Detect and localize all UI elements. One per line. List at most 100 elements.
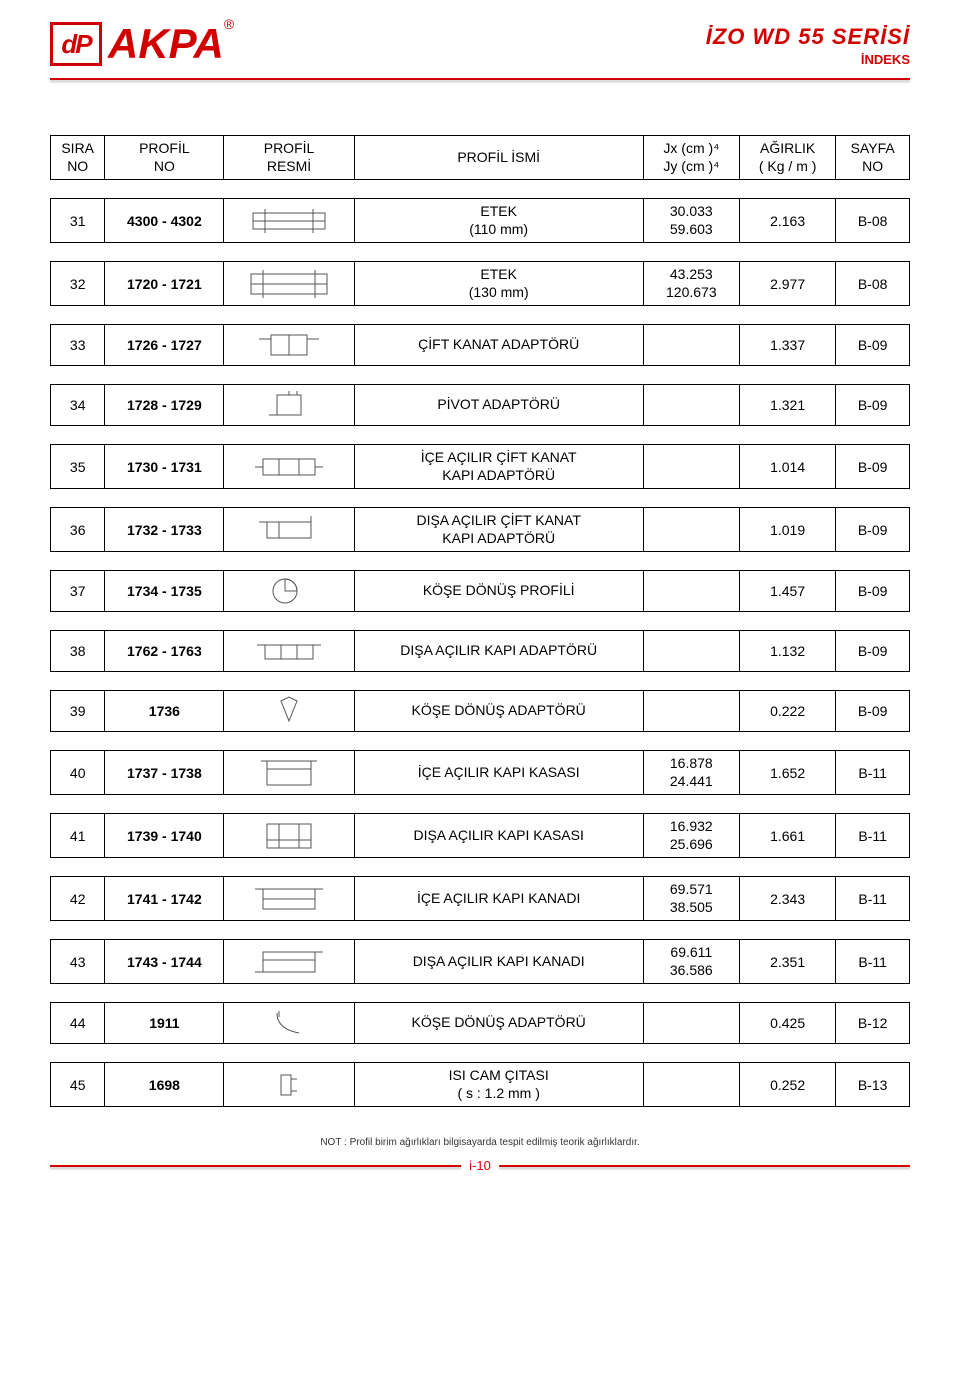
cell-sira: 41 [51,814,105,858]
table-row: 391736KÖŞE DÖNÜŞ ADAPTÖRÜ0.222B-09 [51,691,910,732]
cell-profil-no: 1728 - 1729 [105,385,224,426]
cell-jx-jy [643,445,739,489]
col-jx-label: Jx (cm )⁴Jy (cm )⁴ [663,140,719,174]
profile-index-table: SIRANO PROFİLNO PROFİLRESMİ PROFİL İSMİ … [50,135,910,1107]
cell-agirlik: 1.019 [739,508,835,552]
col-ismi: PROFİL İSMİ [354,136,643,180]
cell-profil-ismi: PİVOT ADAPTÖRÜ [354,385,643,426]
cell-agirlik: 2.163 [739,199,835,243]
cell-agirlik: 0.222 [739,691,835,732]
table-body: 314300 - 4302ETEK(110 mm)30.03359.6032.1… [51,180,910,1107]
cell-sayfa: B-09 [836,445,910,489]
cell-sira: 42 [51,877,105,921]
profile-thumb-icon [249,575,329,607]
cell-sayfa: B-12 [836,1003,910,1044]
cell-agirlik: 1.132 [739,631,835,672]
cell-jx-jy: 43.253120.673 [643,262,739,306]
cell-sayfa: B-08 [836,262,910,306]
cell-profil-no: 1736 [105,691,224,732]
cell-sira: 39 [51,691,105,732]
cell-profil-no: 1726 - 1727 [105,325,224,366]
cell-sira: 40 [51,751,105,795]
row-spacer [51,795,910,814]
page: dP AKPA® İZO WD 55 SERİSİ İNDEKS SIRANO … [0,0,960,1178]
cell-sira: 33 [51,325,105,366]
cell-jx-jy [643,1063,739,1107]
row-spacer [51,612,910,631]
table-row: 341728 - 1729PİVOT ADAPTÖRÜ1.321B-09 [51,385,910,426]
cell-jx-jy: 16.87824.441 [643,751,739,795]
page-header: dP AKPA® İZO WD 55 SERİSİ İNDEKS [50,20,910,76]
col-profil: PROFİLNO [105,136,224,180]
cell-profil-ismi: KÖŞE DÖNÜŞ ADAPTÖRÜ [354,1003,643,1044]
col-sira: SIRANO [51,136,105,180]
table-row: 321720 - 1721ETEK(130 mm)43.253120.6732.… [51,262,910,306]
cell-profil-resmi [224,751,354,795]
profile-thumb-icon [249,1069,329,1101]
profile-thumb-icon [249,946,329,978]
cell-sira: 31 [51,199,105,243]
cell-sira: 45 [51,1063,105,1107]
logo-icon: dP [50,22,102,66]
profile-thumb-icon [249,329,329,361]
profile-thumb-icon [249,635,329,667]
cell-jx-jy [643,571,739,612]
cell-profil-resmi [224,385,354,426]
cell-sira: 34 [51,385,105,426]
table-row: 451698ISI CAM ÇITASI( s : 1.2 mm )0.252B… [51,1063,910,1107]
table-row: 421741 - 1742İÇE AÇILIR KAPI KANADI69.57… [51,877,910,921]
cell-sayfa: B-09 [836,325,910,366]
row-spacer [51,552,910,571]
profile-thumb-icon [249,883,329,915]
profile-thumb-icon [249,205,329,237]
table-row: 431743 - 1744DIŞA AÇILIR KAPI KANADI69.6… [51,940,910,984]
row-spacer [51,426,910,445]
profile-thumb-icon [249,514,329,546]
footer-bar: i-10 [50,1156,910,1178]
table-row: 441911 KÖŞE DÖNÜŞ ADAPTÖRÜ 0.425B-12 [51,1003,910,1044]
cell-profil-no: 1720 - 1721 [105,262,224,306]
cell-jx-jy [643,385,739,426]
profile-thumb-icon [249,451,329,483]
cell-jx-jy [643,691,739,732]
cell-sayfa: B-09 [836,631,910,672]
col-resmi-label: PROFİLRESMİ [264,140,315,174]
cell-jx-jy: 30.03359.603 [643,199,739,243]
cell-sira: 44 [51,1003,105,1044]
cell-profil-ismi: ÇİFT KANAT ADAPTÖRÜ [354,325,643,366]
cell-profil-resmi [224,940,354,984]
col-sira-label: SIRANO [61,140,94,174]
row-spacer [51,1044,910,1063]
cell-jx-jy [643,508,739,552]
table-row: 411739 - 1740DIŞA AÇILIR KAPI KASASI16.9… [51,814,910,858]
cell-profil-no: 1737 - 1738 [105,751,224,795]
cell-profil-ismi: DIŞA AÇILIR ÇİFT KANATKAPI ADAPTÖRÜ [354,508,643,552]
cell-sira: 32 [51,262,105,306]
cell-profil-resmi [224,325,354,366]
cell-agirlik: 0.425 [739,1003,835,1044]
cell-profil-no: 1911 [105,1003,224,1044]
cell-profil-resmi [224,877,354,921]
table-row: 314300 - 4302ETEK(110 mm)30.03359.6032.1… [51,199,910,243]
indeks-label: İNDEKS [706,52,910,67]
cell-agirlik: 0.252 [739,1063,835,1107]
cell-profil-ismi: İÇE AÇILIR KAPI KASASI [354,751,643,795]
brand-text: AKPA [108,20,224,67]
row-spacer [51,858,910,877]
table-container: SIRANO PROFİLNO PROFİLRESMİ PROFİL İSMİ … [50,135,910,1107]
page-number: i-10 [461,1158,499,1173]
cell-agirlik: 1.652 [739,751,835,795]
col-profil-label: PROFİLNO [139,140,190,174]
cell-sira: 37 [51,571,105,612]
footnote: NOT : Profil birim ağırlıkları bilgisaya… [50,1137,910,1148]
cell-sayfa: B-11 [836,751,910,795]
cell-profil-ismi: İÇE AÇILIR ÇİFT KANATKAPI ADAPTÖRÜ [354,445,643,489]
cell-profil-ismi: ETEK(130 mm) [354,262,643,306]
cell-agirlik: 1.337 [739,325,835,366]
cell-profil-no: 1741 - 1742 [105,877,224,921]
logo-area: dP AKPA® [50,20,234,68]
cell-jx-jy [643,325,739,366]
cell-profil-no: 1743 - 1744 [105,940,224,984]
logo-text: dP [61,29,90,60]
cell-profil-ismi: KÖŞE DÖNÜŞ ADAPTÖRÜ [354,691,643,732]
